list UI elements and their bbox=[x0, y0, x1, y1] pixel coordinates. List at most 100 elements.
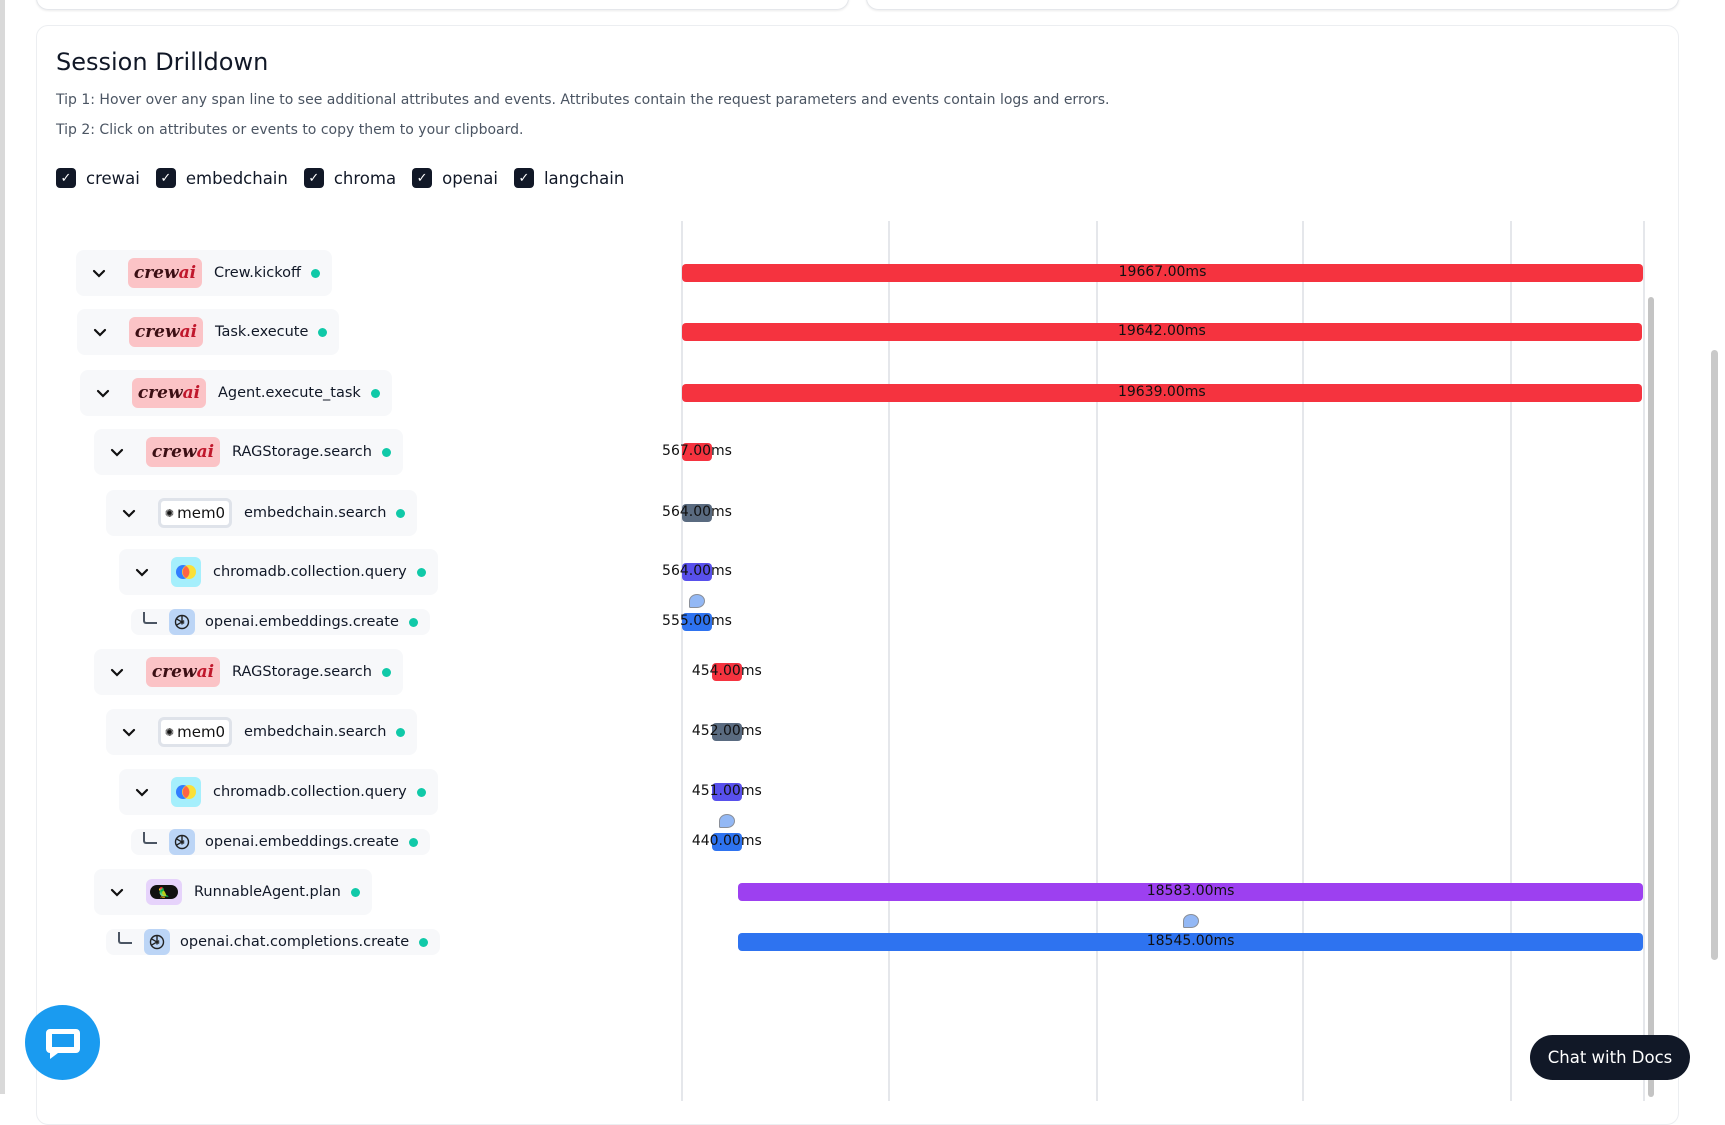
filter-langchain[interactable]: ✓ langchain bbox=[513, 168, 625, 188]
span-row[interactable]: crew ai RAGStorage.search bbox=[94, 429, 403, 475]
svg-text:🦜: 🦜 bbox=[158, 886, 170, 899]
tree-connector-icon bbox=[143, 832, 157, 844]
span-row[interactable]: openai.embeddings.create bbox=[131, 829, 430, 855]
filter-embedchain[interactable]: ✓ embedchain bbox=[155, 168, 288, 188]
span-bar[interactable] bbox=[711, 663, 742, 681]
span-duration-label: 555.00ms bbox=[662, 613, 732, 629]
span-duration-label: 454.00ms bbox=[691, 663, 762, 679]
span-duration-label: 19642.00ms bbox=[1118, 323, 1206, 339]
chat-with-docs-button[interactable]: Chat with Docs bbox=[1530, 1035, 1690, 1080]
status-dot-icon bbox=[318, 327, 328, 337]
span-bar[interactable] bbox=[682, 563, 712, 581]
status-dot-icon bbox=[381, 667, 391, 677]
checkbox-checked-icon[interactable]: ✓ bbox=[155, 168, 176, 188]
span-row[interactable]: openai.chat.completions.create bbox=[106, 929, 441, 955]
chevron-down-icon[interactable] bbox=[106, 443, 128, 461]
span-duration-label: 564.00ms bbox=[662, 563, 732, 579]
openai-logo-icon bbox=[169, 609, 195, 635]
span-duration-label: 19667.00ms bbox=[1118, 264, 1207, 280]
status-dot-icon bbox=[416, 567, 426, 577]
event-marker-icon[interactable] bbox=[1182, 914, 1199, 928]
window-edge bbox=[0, 0, 5, 1094]
span-name: embedchain.search bbox=[244, 724, 387, 740]
page-scrollbar[interactable] bbox=[1711, 350, 1718, 960]
crewai-logo-icon: crew ai bbox=[146, 437, 220, 467]
span-row[interactable]: ✺ mem0 embedchain.search bbox=[106, 709, 418, 755]
provider-filters: ✓ crewai ✓ embedchain ✓ chroma ✓ openai ✓ lan… bbox=[56, 168, 630, 188]
filter-label: openai bbox=[442, 168, 498, 188]
logo-text: crew bbox=[137, 383, 183, 403]
chevron-down-icon[interactable] bbox=[131, 783, 153, 801]
span-name: Agent.execute_task bbox=[218, 385, 361, 401]
logo-text: ai bbox=[196, 662, 215, 682]
filter-label: langchain bbox=[543, 168, 625, 188]
span-bar[interactable] bbox=[682, 613, 712, 631]
span-bar[interactable] bbox=[682, 264, 1643, 282]
logo-text: mem0 bbox=[177, 504, 226, 522]
chevron-down-icon[interactable] bbox=[106, 663, 128, 681]
span-bar[interactable] bbox=[711, 783, 742, 801]
chroma-logo-icon bbox=[171, 777, 201, 807]
filter-label: embedchain bbox=[185, 168, 288, 188]
span-bar[interactable] bbox=[738, 933, 1643, 951]
span-name: chromadb.collection.query bbox=[213, 564, 407, 580]
filter-chroma[interactable]: ✓ chroma bbox=[303, 168, 396, 188]
span-name: chromadb.collection.query bbox=[213, 784, 407, 800]
span-duration-label: 564.00ms bbox=[662, 504, 732, 520]
span-row[interactable]: chromadb.collection.query bbox=[119, 769, 438, 815]
chevron-down-icon[interactable] bbox=[92, 384, 114, 402]
event-marker-icon[interactable] bbox=[718, 814, 735, 828]
timeline-gridline bbox=[888, 221, 890, 1101]
span-name: Task.execute bbox=[215, 324, 309, 340]
chevron-down-icon[interactable] bbox=[106, 883, 128, 901]
span-name: openai.embeddings.create bbox=[205, 834, 399, 850]
status-dot-icon bbox=[350, 887, 360, 897]
span-name: RAGStorage.search bbox=[232, 444, 372, 460]
logo-text: ai bbox=[178, 263, 197, 283]
filter-openai[interactable]: ✓ openai bbox=[412, 168, 498, 188]
chevron-down-icon[interactable] bbox=[88, 264, 110, 282]
span-duration-label: 18545.00ms bbox=[1146, 933, 1235, 949]
span-row[interactable]: chromadb.collection.query bbox=[119, 549, 438, 595]
chevron-down-icon[interactable] bbox=[118, 504, 140, 522]
langchain-logo-icon: 🦜 bbox=[146, 879, 182, 905]
span-bar[interactable] bbox=[682, 443, 712, 461]
filter-crewai[interactable]: ✓ crewai bbox=[56, 168, 140, 188]
timeline-scrollbar[interactable] bbox=[1648, 297, 1654, 1097]
status-dot-icon bbox=[408, 837, 418, 847]
span-bar[interactable] bbox=[682, 384, 1642, 402]
span-bar[interactable] bbox=[711, 723, 742, 741]
span-bar[interactable] bbox=[682, 504, 712, 522]
span-name: RAGStorage.search bbox=[232, 664, 372, 680]
top-card-left bbox=[36, 0, 849, 10]
status-dot-icon bbox=[396, 727, 406, 737]
checkbox-checked-icon[interactable]: ✓ bbox=[303, 168, 324, 188]
status-dot-icon bbox=[310, 268, 320, 278]
span-duration-label: 440.00ms bbox=[691, 833, 762, 849]
crewai-logo-icon: crew ai bbox=[146, 657, 220, 687]
span-bar[interactable] bbox=[738, 883, 1643, 901]
logo-text: ai bbox=[182, 383, 201, 403]
checkbox-checked-icon[interactable]: ✓ bbox=[56, 168, 76, 188]
timeline-gridline bbox=[1643, 221, 1645, 1101]
span-bar[interactable] bbox=[711, 833, 742, 851]
span-bar[interactable] bbox=[682, 323, 1642, 341]
event-marker-icon[interactable] bbox=[689, 594, 705, 608]
filter-label: crewai bbox=[86, 168, 140, 188]
span-row[interactable]: crew ai RAGStorage.search bbox=[94, 649, 403, 695]
span-row[interactable]: crew ai Crew.kickoff bbox=[76, 250, 332, 296]
checkbox-checked-icon[interactable]: ✓ bbox=[513, 168, 534, 188]
span-row[interactable]: crew ai Agent.execute_task bbox=[80, 370, 392, 416]
chevron-down-icon[interactable] bbox=[89, 323, 111, 341]
checkbox-checked-icon[interactable]: ✓ bbox=[412, 168, 433, 188]
chevron-down-icon[interactable] bbox=[118, 723, 140, 741]
chevron-down-icon[interactable] bbox=[131, 563, 153, 581]
span-row[interactable]: crew ai Task.execute bbox=[77, 309, 340, 355]
span-row[interactable]: 🦜 RunnableAgent.plan bbox=[94, 869, 372, 915]
crewai-logo-icon: crew ai bbox=[128, 258, 202, 288]
support-chat-button[interactable] bbox=[25, 1005, 100, 1080]
span-duration-label: 567.00ms bbox=[662, 443, 732, 459]
span-row[interactable]: ✺ mem0 embedchain.search bbox=[106, 490, 418, 536]
span-row[interactable]: openai.embeddings.create bbox=[131, 609, 430, 635]
span-duration-label: 19639.00ms bbox=[1117, 384, 1206, 400]
